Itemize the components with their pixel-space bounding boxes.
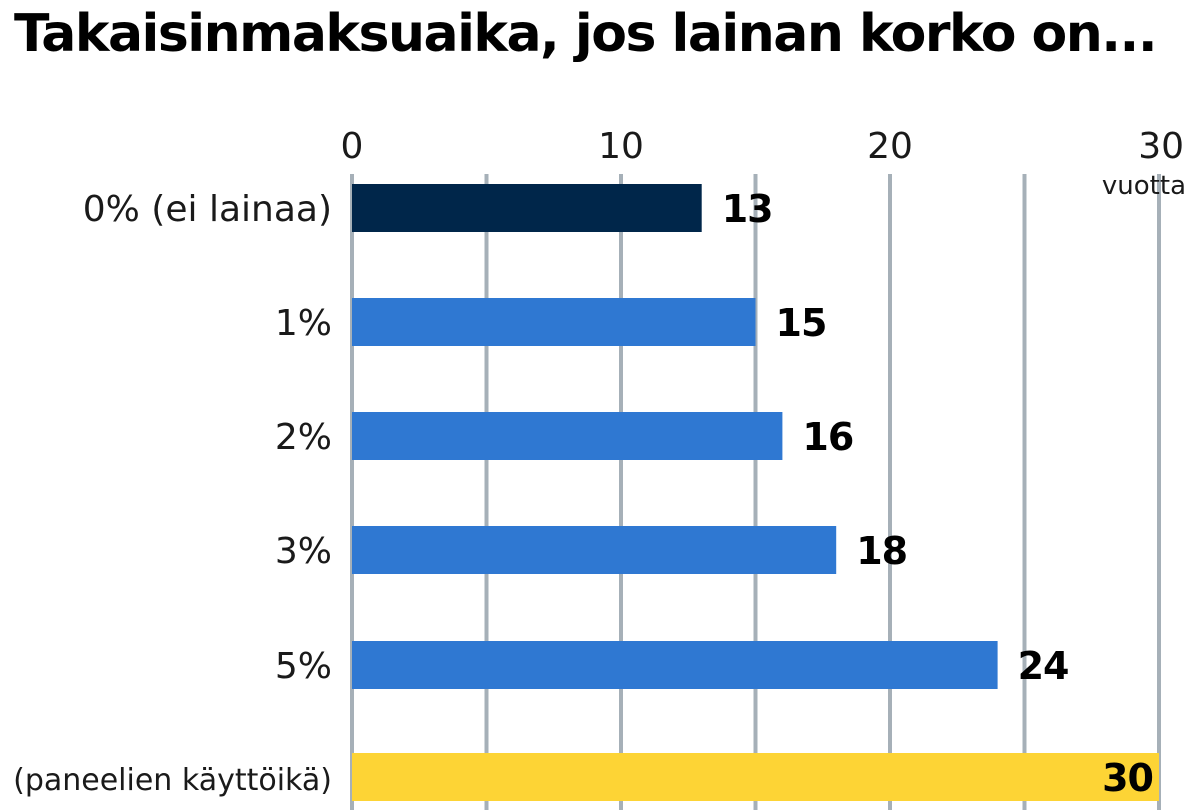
bar-4 (352, 641, 998, 689)
category-label-2: 2% (275, 417, 332, 458)
value-label-0: 13 (722, 187, 773, 231)
x-tick-label-20: 20 (867, 126, 913, 167)
bar-5 (352, 753, 1159, 801)
category-labels: 0% (ei lainaa) 1% 2% 3% 5% (paneelien käyttöi… (13, 189, 332, 798)
gridlines (350, 174, 1161, 810)
value-label-1: 15 (776, 301, 827, 345)
x-tick-label-10: 10 (598, 126, 644, 167)
value-label-2: 16 (802, 415, 853, 459)
x-tick-label-0: 0 (341, 126, 364, 167)
category-label-4: 5% (275, 646, 332, 687)
category-label-5: (paneelien käyttöikä) (13, 763, 332, 798)
value-label-3: 18 (856, 529, 907, 573)
x-tick-label-30: 30 (1138, 126, 1184, 167)
bars (352, 184, 1159, 801)
bar-1 (352, 298, 756, 346)
chart-title: Takaisinmaksuaika, jos lainan korko on..… (14, 4, 1158, 64)
bar-0 (352, 184, 702, 232)
value-label-5: 30 (1102, 756, 1153, 800)
category-label-3: 3% (275, 531, 332, 572)
category-label-0: 0% (ei lainaa) (83, 189, 332, 230)
x-axis-ticks: 0 10 20 30 (341, 126, 1184, 167)
x-axis-unit-label: vuotta (1102, 171, 1186, 201)
category-label-1: 1% (275, 303, 332, 344)
bar-2 (352, 412, 783, 460)
value-label-4: 24 (1018, 644, 1069, 688)
bar-3 (352, 526, 837, 574)
value-labels: 13 15 16 18 24 30 (722, 187, 1154, 800)
